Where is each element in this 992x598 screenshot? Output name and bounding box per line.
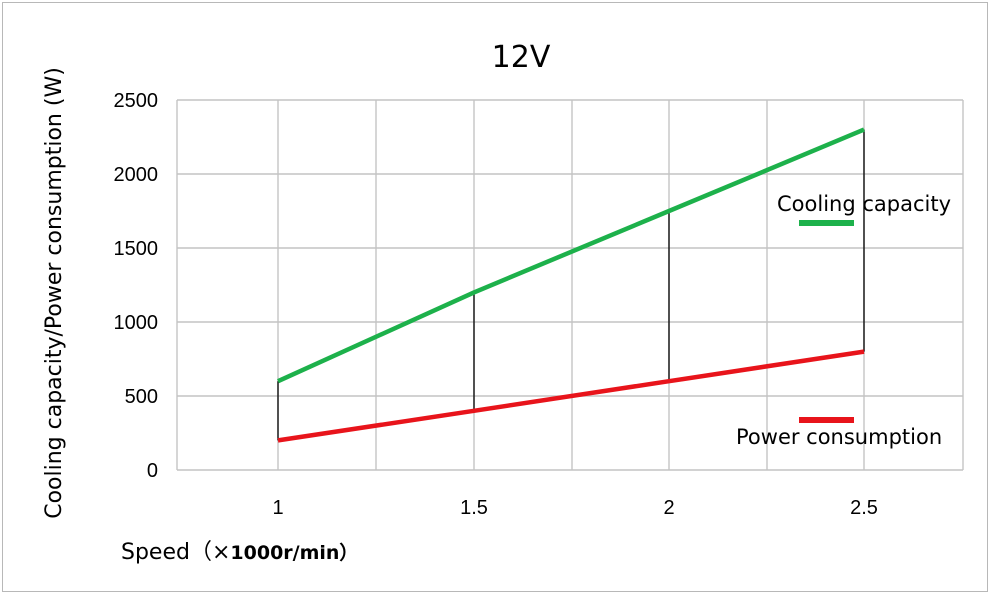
x-axis-label-part-3: 1000r/min） [230, 541, 358, 564]
y-tick-labels: 0 500 1000 1500 2000 2500 [114, 90, 159, 482]
y-tick-label: 1000 [114, 312, 159, 334]
y-tick-label: 2500 [114, 90, 159, 112]
y-tick-label: 500 [125, 386, 158, 408]
drop-lines [277, 129, 865, 441]
grid-lines [176, 99, 964, 471]
x-axis-label-part-2: × [212, 540, 230, 565]
x-tick-label: 2.5 [850, 497, 878, 519]
series-lines [277, 127, 865, 443]
legend-label: Power consumption [736, 425, 942, 449]
y-tick-label: 2000 [114, 164, 159, 186]
line-chart: 12V 0 500 1000 1500 2000 2500 1 1.5 2 2.5 Coolin… [42, 40, 964, 565]
x-tick-label: 2 [663, 497, 674, 519]
x-axis-label-part-1: Speed（ [121, 540, 212, 565]
chart-title: 12V [492, 40, 551, 75]
y-tick-label: 1500 [114, 238, 159, 260]
series-line-cooling-capacity [277, 127, 865, 384]
legend: Cooling capacity Power consumption [736, 192, 951, 449]
x-tick-label: 1.5 [460, 497, 488, 519]
series-line-power-consumption [277, 349, 865, 443]
x-tick-label: 1 [272, 497, 283, 519]
y-axis-label: Cooling capacity/Power consumption (W) [42, 67, 67, 519]
x-axis-label: Speed（×1000r/min） [121, 540, 358, 565]
x-tick-labels: 1 1.5 2 2.5 [272, 497, 877, 519]
y-tick-label: 0 [147, 460, 158, 482]
legend-label: Cooling capacity [777, 192, 951, 216]
